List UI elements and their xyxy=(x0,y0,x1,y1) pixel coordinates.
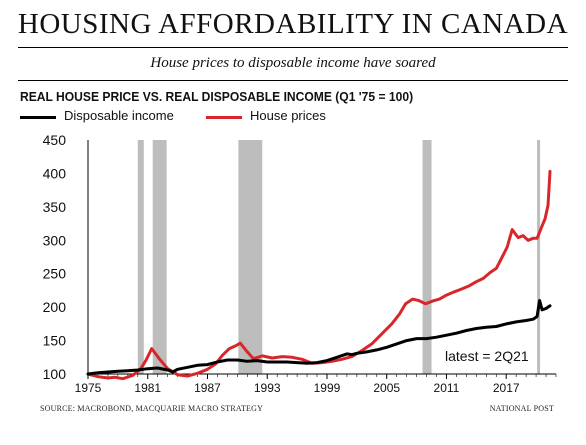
y-tick-label-400: 400 xyxy=(43,165,67,181)
x-tick-label-1993: 1993 xyxy=(254,381,281,395)
x-tick-label-1981: 1981 xyxy=(134,381,161,395)
credit-note: NATIONAL POST xyxy=(489,404,554,413)
y-tick-label-250: 250 xyxy=(43,266,67,282)
recession-band-0 xyxy=(137,140,144,374)
y-tick-label-450: 450 xyxy=(43,132,67,148)
page-title: HOUSING AFFORDABILITY IN CANADA xyxy=(17,8,569,40)
page-subtitle: House prices to disposable income have s… xyxy=(150,55,436,71)
title-divider xyxy=(18,47,568,48)
y-tick-label-150: 150 xyxy=(43,333,67,349)
legend-label-income: Disposable income xyxy=(64,108,174,123)
y-tick-label-350: 350 xyxy=(43,199,67,215)
x-tick-label-1987: 1987 xyxy=(194,381,221,395)
recession-band-3 xyxy=(422,140,432,374)
legend-label-house: House prices xyxy=(250,108,326,123)
x-tick-label-1975: 1975 xyxy=(75,381,102,395)
x-tick-label-2005: 2005 xyxy=(373,381,400,395)
y-tick-label-100: 100 xyxy=(43,366,67,382)
subtitle-divider xyxy=(18,80,568,81)
income-line xyxy=(86,299,552,376)
x-tick-label-2011: 2011 xyxy=(434,381,460,395)
y-tick-label-200: 200 xyxy=(43,299,67,315)
x-tick-label-2017: 2017 xyxy=(493,381,520,395)
chart-title: REAL HOUSE PRICE VS. REAL DISPOSABLE INC… xyxy=(20,89,414,104)
recession-band-4 xyxy=(537,140,541,374)
legend-swatch-house xyxy=(206,116,242,119)
recession-band-2 xyxy=(238,140,263,374)
latest-annotation: latest = 2Q21 xyxy=(445,348,529,364)
source-note: SOURCE: MACROBOND, MACQUARIE MACRO STRAT… xyxy=(40,404,264,413)
recession-band-1 xyxy=(152,140,167,374)
x-tick-label-1999: 1999 xyxy=(314,381,341,395)
y-tick-label-300: 300 xyxy=(43,232,67,248)
legend-swatch-income xyxy=(20,116,56,119)
